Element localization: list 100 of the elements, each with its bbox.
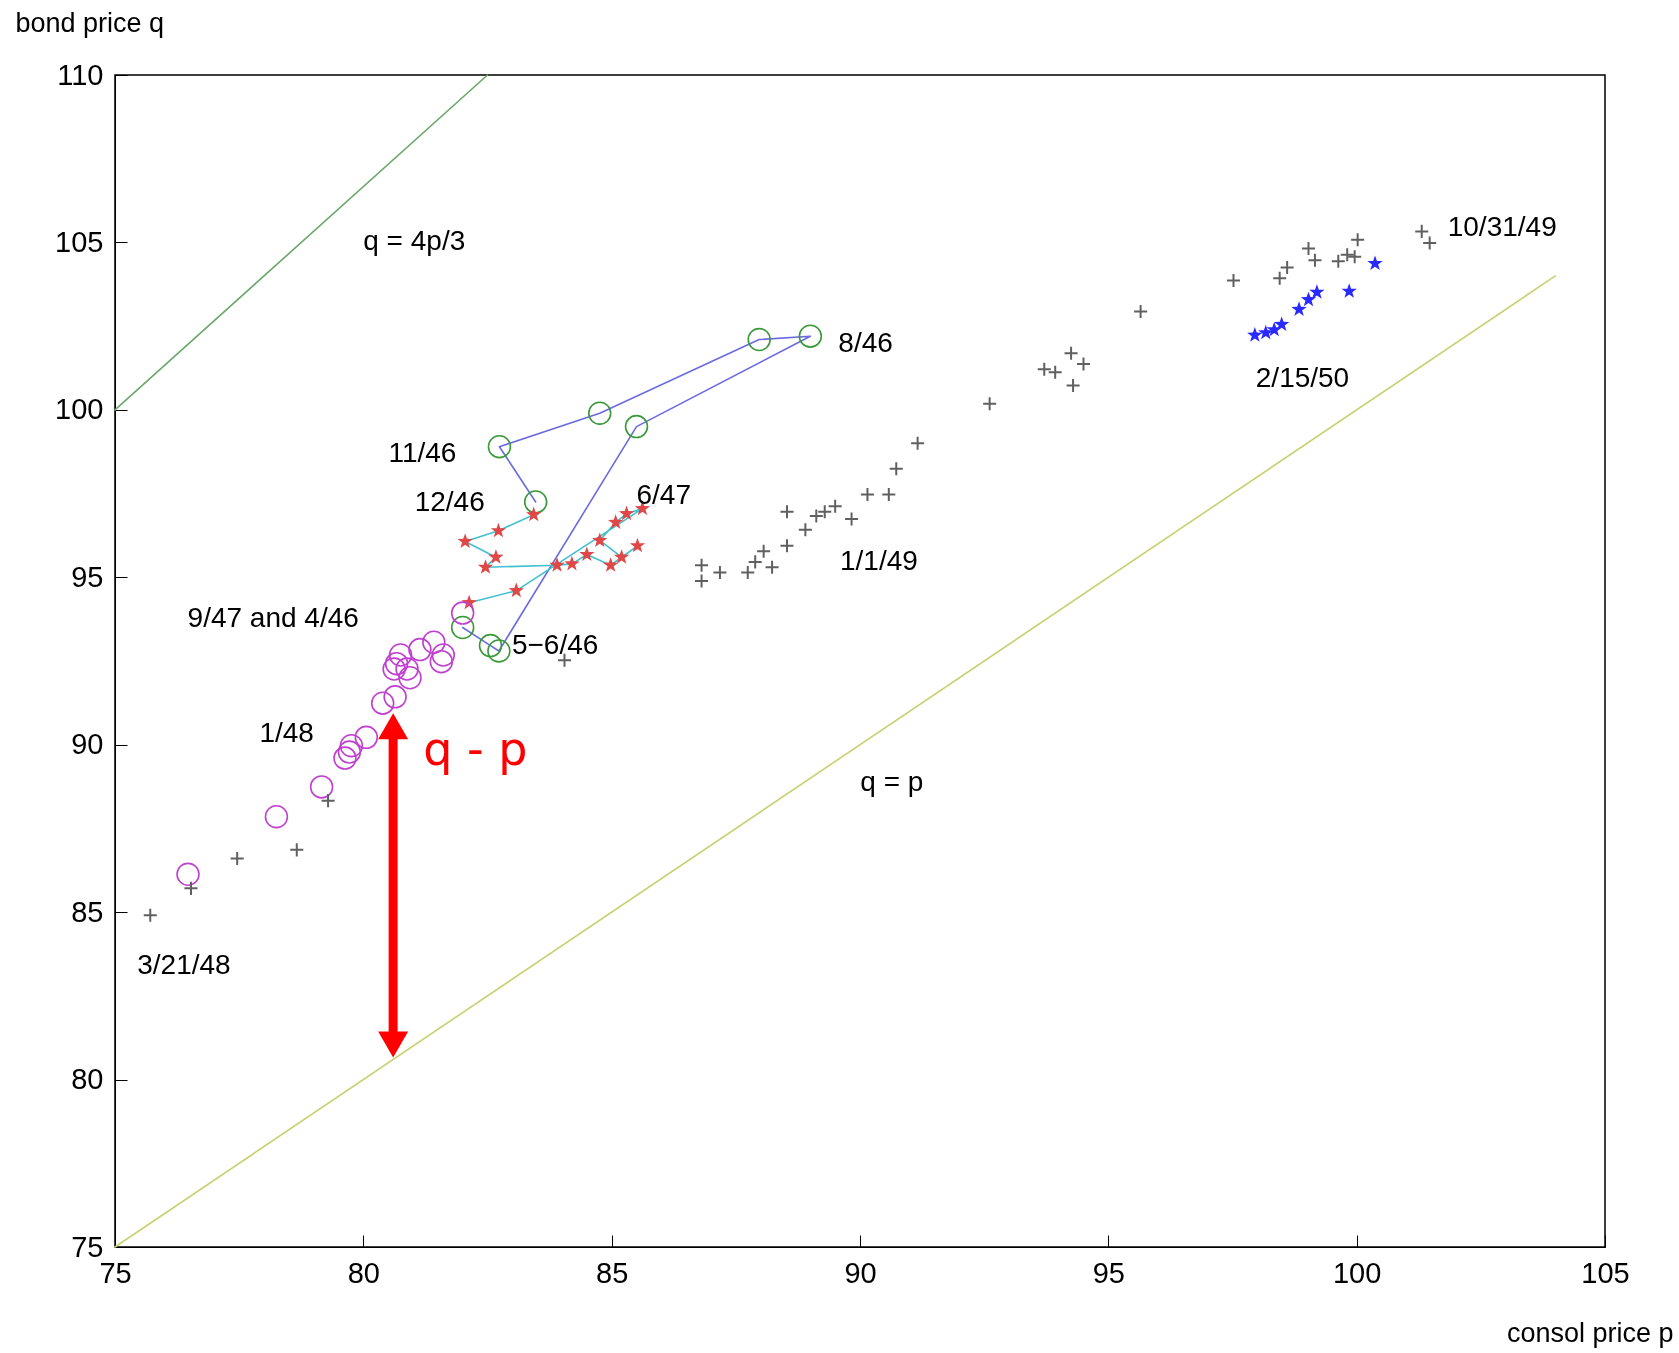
y-axis-title: bond price q	[15, 7, 165, 38]
point	[370, 691, 395, 715]
x-tick-label: 90	[844, 1256, 877, 1289]
point	[354, 725, 379, 750]
point	[624, 414, 649, 439]
point	[1341, 283, 1357, 298]
point	[881, 487, 897, 503]
point	[229, 851, 245, 867]
point	[603, 557, 619, 572]
x-tick-label: 100	[1332, 1256, 1382, 1289]
point	[477, 559, 494, 574]
point	[798, 324, 823, 348]
annotation: 5−6/46	[511, 628, 599, 660]
point	[888, 461, 904, 477]
point	[1291, 301, 1307, 316]
annotation: 1/1/49	[839, 544, 918, 576]
point	[844, 511, 860, 527]
point	[587, 401, 612, 425]
point	[488, 549, 504, 564]
point	[408, 637, 432, 662]
point	[487, 434, 512, 459]
point	[1047, 364, 1063, 380]
y-tick-label: 90	[71, 728, 104, 761]
point	[579, 546, 595, 562]
point	[982, 396, 998, 412]
point	[618, 505, 635, 521]
point	[1266, 321, 1282, 337]
point	[1272, 270, 1288, 286]
point	[264, 804, 289, 829]
point	[1300, 291, 1317, 307]
point	[1279, 260, 1295, 276]
point	[1075, 356, 1092, 372]
annotation: 11/46	[388, 436, 457, 468]
point	[450, 601, 475, 625]
point	[808, 508, 824, 524]
point	[337, 740, 362, 764]
point	[1036, 361, 1052, 377]
point	[1063, 345, 1079, 361]
point	[289, 842, 305, 858]
point	[320, 793, 336, 809]
point	[1422, 235, 1438, 251]
point	[1065, 377, 1081, 393]
point	[1225, 273, 1242, 289]
point	[176, 862, 200, 887]
point	[1247, 327, 1263, 342]
annotation: q = p	[860, 766, 924, 798]
annotation: 9/47 and 4/46	[187, 601, 359, 633]
point	[564, 555, 580, 571]
point	[817, 504, 833, 520]
point	[1274, 316, 1290, 331]
y-tick-label: 85	[71, 895, 104, 928]
point	[549, 557, 565, 572]
x-axis-title: consol price p	[1506, 1317, 1674, 1348]
point	[142, 907, 158, 923]
x-tick-label: 95	[1092, 1256, 1125, 1289]
annotation: 8/46	[838, 327, 893, 359]
point	[1350, 232, 1366, 248]
point	[629, 537, 646, 553]
annotation: 3/21/48	[137, 949, 231, 981]
point	[1367, 255, 1383, 271]
point	[827, 498, 843, 514]
point	[183, 880, 199, 896]
point	[1309, 284, 1325, 299]
point	[1300, 240, 1317, 256]
point	[607, 514, 624, 529]
annotation: 6/47	[636, 478, 691, 510]
annotation: 10/31/49	[1447, 211, 1557, 243]
point	[490, 522, 507, 538]
point	[422, 630, 446, 654]
point	[1339, 247, 1355, 263]
point	[1330, 253, 1346, 269]
point	[712, 565, 728, 581]
point	[526, 506, 542, 522]
x-tick-label: 80	[347, 1256, 380, 1289]
point	[457, 533, 473, 548]
point	[431, 643, 456, 667]
y-tick-label: 80	[71, 1063, 104, 1096]
annotation: 1/48	[259, 717, 314, 749]
point	[1347, 249, 1363, 265]
point	[779, 538, 795, 554]
point	[1414, 223, 1430, 239]
x-tick-label: 85	[596, 1256, 629, 1289]
point	[910, 435, 926, 451]
point	[478, 633, 503, 658]
point	[487, 639, 511, 663]
annotation: 12/46	[414, 485, 485, 517]
point	[508, 582, 524, 598]
point	[333, 746, 357, 770]
point	[779, 504, 795, 520]
point	[398, 666, 422, 690]
point	[523, 490, 548, 514]
point	[764, 559, 780, 575]
y-tick-label: 100	[55, 393, 104, 426]
point	[756, 543, 772, 559]
annotation: q = 4p/3	[363, 225, 466, 257]
x-tick-label: 105	[1581, 1256, 1630, 1289]
point	[694, 573, 710, 589]
point	[382, 657, 406, 681]
y-tick-label: 105	[55, 225, 104, 258]
point	[740, 565, 756, 581]
